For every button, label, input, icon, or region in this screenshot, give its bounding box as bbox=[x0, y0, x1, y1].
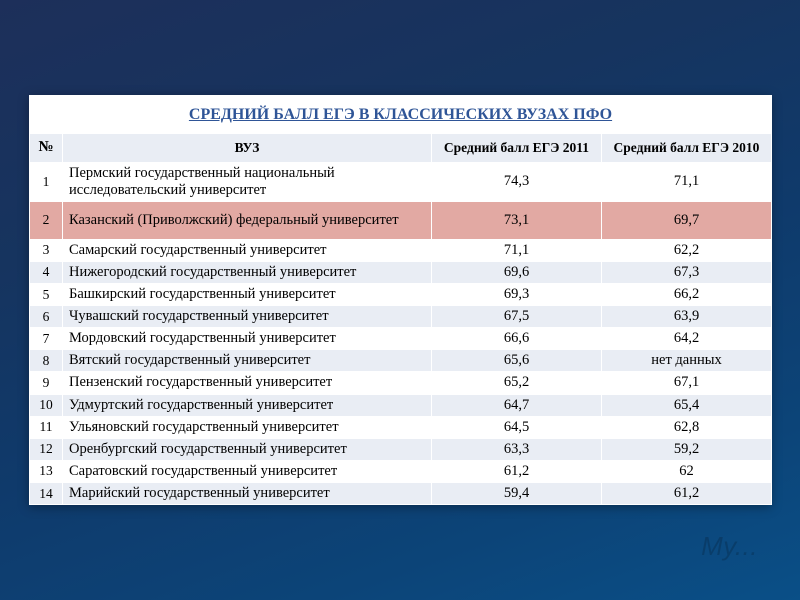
cell-2010: 63,9 bbox=[602, 306, 772, 328]
cell-name: Самарский государственный университет bbox=[63, 239, 432, 261]
cell-num: 4 bbox=[30, 261, 63, 283]
cell-2011: 74,3 bbox=[432, 162, 602, 201]
cell-2010: 66,2 bbox=[602, 283, 772, 305]
cell-2010: 62,2 bbox=[602, 239, 772, 261]
cell-num: 10 bbox=[30, 394, 63, 416]
cell-name: Пензенский государственный университет bbox=[63, 372, 432, 394]
col-header-num: № bbox=[30, 133, 63, 162]
cell-2010: 64,2 bbox=[602, 328, 772, 350]
table-card: СРЕДНИЙ БАЛЛ ЕГЭ В КЛАССИЧЕСКИХ ВУЗАХ ПФ… bbox=[29, 95, 771, 505]
cell-num: 12 bbox=[30, 438, 63, 460]
scores-table: СРЕДНИЙ БАЛЛ ЕГЭ В КЛАССИЧЕСКИХ ВУЗАХ ПФ… bbox=[29, 95, 772, 505]
cell-num: 6 bbox=[30, 306, 63, 328]
cell-2011: 65,2 bbox=[432, 372, 602, 394]
table-title: СРЕДНИЙ БАЛЛ ЕГЭ В КЛАССИЧЕСКИХ ВУЗАХ ПФ… bbox=[30, 95, 772, 133]
cell-name: Саратовский государственный университет bbox=[63, 460, 432, 482]
cell-2010: 65,4 bbox=[602, 394, 772, 416]
cell-num: 7 bbox=[30, 328, 63, 350]
cell-name: Казанский (Приволжский) федеральный унив… bbox=[63, 201, 432, 239]
cell-name: Ульяновский государственный университет bbox=[63, 416, 432, 438]
cell-num: 11 bbox=[30, 416, 63, 438]
cell-name: Пермский государственный национальный ис… bbox=[63, 162, 432, 201]
cell-name: Мордовский государственный университет bbox=[63, 328, 432, 350]
table-row: 8Вятский государственный университет65,6… bbox=[30, 350, 772, 372]
table-row: 6Чувашский государственный университет67… bbox=[30, 306, 772, 328]
cell-num: 5 bbox=[30, 283, 63, 305]
cell-num: 13 bbox=[30, 460, 63, 482]
table-row: 9Пензенский государственный университет6… bbox=[30, 372, 772, 394]
cell-2011: 71,1 bbox=[432, 239, 602, 261]
cell-2010: 67,1 bbox=[602, 372, 772, 394]
cell-2011: 63,3 bbox=[432, 438, 602, 460]
table-row: 12Оренбургский государственный университ… bbox=[30, 438, 772, 460]
table-row: 7Мордовский государственный университет6… bbox=[30, 328, 772, 350]
col-header-2011: Средний балл ЕГЭ 2011 bbox=[432, 133, 602, 162]
cell-2011: 67,5 bbox=[432, 306, 602, 328]
cell-2011: 64,5 bbox=[432, 416, 602, 438]
cell-num: 2 bbox=[30, 201, 63, 239]
cell-2011: 64,7 bbox=[432, 394, 602, 416]
cell-num: 14 bbox=[30, 482, 63, 504]
cell-name: Марийский государственный университет bbox=[63, 482, 432, 504]
cell-name: Нижегородский государственный университе… bbox=[63, 261, 432, 283]
table-row: 3Самарский государственный университет71… bbox=[30, 239, 772, 261]
table-row: 1Пермский государственный национальный и… bbox=[30, 162, 772, 201]
table-row: 4Нижегородский государственный университ… bbox=[30, 261, 772, 283]
cell-name: Вятский государственный университет bbox=[63, 350, 432, 372]
cell-2011: 65,6 bbox=[432, 350, 602, 372]
cell-name: Удмуртский государственный университет bbox=[63, 394, 432, 416]
cell-2010: 67,3 bbox=[602, 261, 772, 283]
table-row: 13Саратовский государственный университе… bbox=[30, 460, 772, 482]
cell-2010: 69,7 bbox=[602, 201, 772, 239]
col-header-name: ВУЗ bbox=[63, 133, 432, 162]
cell-2011: 69,6 bbox=[432, 261, 602, 283]
cell-2010: нет данных bbox=[602, 350, 772, 372]
cell-2010: 61,2 bbox=[602, 482, 772, 504]
table-row: 14Марийский государственный университет5… bbox=[30, 482, 772, 504]
table-row: 2Казанский (Приволжский) федеральный уни… bbox=[30, 201, 772, 239]
table-title-row: СРЕДНИЙ БАЛЛ ЕГЭ В КЛАССИЧЕСКИХ ВУЗАХ ПФ… bbox=[30, 95, 772, 133]
watermark-text: My... bbox=[701, 531, 758, 562]
cell-2011: 59,4 bbox=[432, 482, 602, 504]
cell-2010: 62 bbox=[602, 460, 772, 482]
cell-2010: 71,1 bbox=[602, 162, 772, 201]
cell-2011: 73,1 bbox=[432, 201, 602, 239]
cell-2011: 69,3 bbox=[432, 283, 602, 305]
cell-2010: 62,8 bbox=[602, 416, 772, 438]
cell-name: Чувашский государственный университет bbox=[63, 306, 432, 328]
cell-num: 3 bbox=[30, 239, 63, 261]
cell-name: Оренбургский государственный университет bbox=[63, 438, 432, 460]
col-header-2010: Средний балл ЕГЭ 2010 bbox=[602, 133, 772, 162]
table-row: 10Удмуртский государственный университет… bbox=[30, 394, 772, 416]
table-header-row: № ВУЗ Средний балл ЕГЭ 2011 Средний балл… bbox=[30, 133, 772, 162]
cell-num: 8 bbox=[30, 350, 63, 372]
cell-name: Башкирский государственный университет bbox=[63, 283, 432, 305]
table-row: 11Ульяновский государственный университе… bbox=[30, 416, 772, 438]
table-row: 5Башкирский государственный университет6… bbox=[30, 283, 772, 305]
cell-2010: 59,2 bbox=[602, 438, 772, 460]
cell-num: 9 bbox=[30, 372, 63, 394]
cell-2011: 66,6 bbox=[432, 328, 602, 350]
cell-2011: 61,2 bbox=[432, 460, 602, 482]
cell-num: 1 bbox=[30, 162, 63, 201]
